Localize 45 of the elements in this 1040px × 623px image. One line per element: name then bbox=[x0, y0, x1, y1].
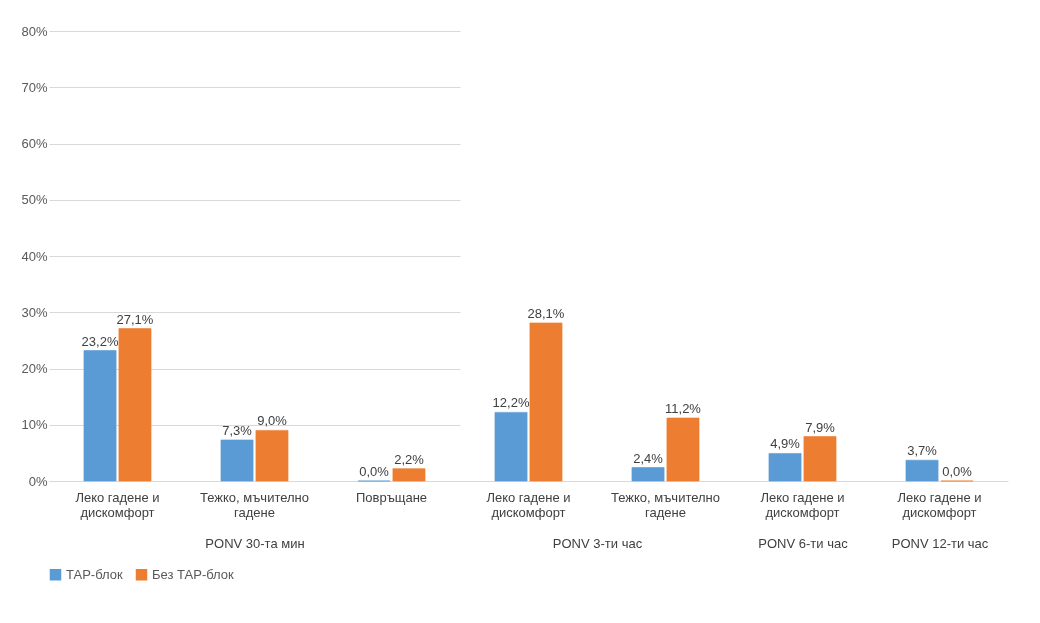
x-axis-title: PONV 6-ти час bbox=[758, 535, 849, 551]
data-label: 0,0% bbox=[942, 464, 973, 479]
bar bbox=[631, 467, 665, 482]
x-tick-label: Леко гадене и дискомфорт bbox=[897, 489, 982, 520]
bar bbox=[118, 328, 152, 482]
y-tick-label: 50% bbox=[21, 192, 48, 208]
data-label: 7,9% bbox=[805, 419, 836, 435]
data-label: 27,1% bbox=[116, 311, 154, 327]
data-label: 2,4% bbox=[633, 450, 664, 466]
y-tick-label: 60% bbox=[21, 136, 48, 151]
data-label: 23,2% bbox=[81, 333, 119, 349]
data-label: 9,0% bbox=[257, 413, 288, 429]
data-label: 0,0% bbox=[359, 464, 390, 479]
x-axis-title: PONV 30-та мин bbox=[205, 535, 305, 551]
y-tick-label: 10% bbox=[21, 417, 48, 433]
bar bbox=[666, 417, 700, 482]
legend-label: Без ТАР-блок bbox=[152, 566, 235, 582]
data-label: 4,9% bbox=[770, 436, 801, 452]
y-tick-label: 20% bbox=[21, 361, 48, 376]
x-tick-label: Повръщане bbox=[355, 489, 428, 505]
bar bbox=[255, 430, 289, 482]
data-label: 3,7% bbox=[907, 443, 938, 459]
bar bbox=[392, 468, 426, 482]
x-tick-label: Леко гадене и дискомфорт bbox=[75, 489, 160, 520]
x-tick-label: Тежко, мъчително гадене bbox=[200, 489, 309, 520]
x-tick-label: Леко гадене и дискомфорт bbox=[760, 489, 845, 520]
y-tick-label: 70% bbox=[21, 79, 48, 95]
x-axis-title: PONV 3-ти час bbox=[552, 535, 643, 551]
bar bbox=[529, 322, 563, 482]
x-tick-label: Леко гадене и дискомфорт bbox=[486, 489, 571, 520]
bar bbox=[494, 412, 528, 482]
data-label: 28,1% bbox=[527, 305, 565, 321]
data-label: 11,2% bbox=[665, 401, 702, 416]
data-label: 7,3% bbox=[222, 422, 253, 438]
legend-label: ТАР-блок bbox=[66, 566, 123, 582]
x-axis-title: PONV 12-ти час bbox=[891, 535, 989, 551]
bar bbox=[220, 439, 254, 482]
y-tick-label: 40% bbox=[21, 248, 48, 264]
data-label: 2,2% bbox=[394, 451, 425, 467]
data-label: 12,2% bbox=[492, 395, 530, 411]
y-tick-label: 0% bbox=[28, 473, 48, 489]
y-tick-label: 30% bbox=[21, 304, 48, 320]
bar bbox=[83, 350, 117, 482]
x-tick-label: Тежко, мъчително гадене bbox=[611, 489, 720, 520]
y-tick-label: 80% bbox=[21, 23, 48, 39]
